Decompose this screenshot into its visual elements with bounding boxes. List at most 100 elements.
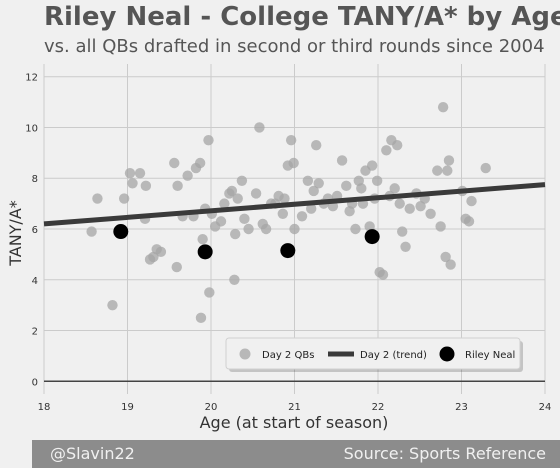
day2-point (285, 134, 297, 146)
day2-point (404, 203, 415, 214)
x-tick-label: 24 (539, 402, 552, 413)
y-tick-label: 2 (32, 327, 38, 338)
y-tick-label: 10 (25, 123, 38, 134)
day2-point (356, 183, 367, 194)
day2-point (289, 223, 300, 235)
day2-point (442, 165, 453, 176)
day2-point (239, 213, 250, 225)
day2-point (350, 223, 361, 235)
day2-point (172, 180, 183, 192)
day2-point (250, 188, 262, 199)
day2-point (364, 221, 375, 232)
day2-point (437, 101, 449, 113)
day2-point (127, 178, 138, 189)
day2-point (236, 175, 248, 186)
day2-point (232, 193, 243, 204)
day2-point (443, 155, 455, 166)
day2-point (466, 195, 477, 207)
day2-point (313, 178, 324, 189)
day2-point (182, 170, 193, 181)
day2-point (260, 223, 272, 235)
day2-point (134, 167, 146, 179)
y-tick-label: 8 (32, 174, 38, 185)
day2-point (366, 160, 378, 171)
day2-point (204, 287, 215, 298)
day2-point (377, 269, 389, 280)
day2-point (230, 228, 241, 240)
day2-point (226, 185, 238, 197)
riley-neal-point (280, 243, 296, 259)
day2-point (219, 198, 230, 209)
y-axis-label: TANY/A* (6, 200, 25, 267)
day2-point (296, 211, 308, 222)
day2-point (194, 157, 206, 169)
day2-point (107, 299, 118, 311)
day2-point (215, 216, 227, 227)
day2-point (341, 180, 352, 192)
legend-label-trend: Day 2 (trend) (360, 350, 427, 361)
chart-title: Riley Neal - College TANY/A* by Age (44, 2, 560, 32)
day2-point (445, 259, 456, 270)
day2-point (480, 162, 491, 174)
day2-point (336, 155, 348, 166)
trend-line-group (43, 182, 546, 227)
day2-point (92, 193, 103, 204)
legend-label-day2-qbs: Day 2 QBs (262, 350, 314, 361)
day2-point (432, 165, 443, 176)
footer-credit: @Slavin22 (50, 444, 135, 463)
day2-point (302, 175, 314, 186)
day2-point (197, 233, 208, 245)
day2-point (389, 183, 400, 194)
day2-point (463, 216, 475, 227)
day2-point (288, 157, 299, 169)
day2-point (279, 193, 290, 204)
x-tick-label: 22 (372, 402, 385, 413)
day2-point (229, 274, 240, 285)
legend-marker-riley-neal (439, 346, 455, 362)
chart-subtitle: vs. all QBs drafted in second or third r… (44, 36, 545, 57)
day2-point (124, 167, 136, 179)
day2-points (86, 101, 491, 324)
x-tick-label: 18 (38, 402, 51, 413)
day2-point (140, 180, 152, 192)
x-tick-label: 23 (455, 402, 468, 413)
y-tick-label: 4 (32, 276, 38, 287)
riley-neal-point (364, 229, 380, 245)
legend-label-riley-neal: Riley Neal (465, 350, 515, 361)
legend-marker-day2-qbs (239, 348, 251, 360)
day2-point (155, 246, 167, 258)
day2-point (400, 241, 411, 252)
riley-neal-point (197, 244, 213, 260)
day2-point (169, 157, 180, 169)
day2-point (311, 140, 322, 151)
day2-point (392, 140, 403, 151)
day2-point (381, 145, 392, 156)
day2-point (171, 261, 182, 273)
day2-point (425, 208, 436, 219)
day2-point (86, 226, 97, 237)
footer-bar: @Slavin22 Source: Sports Reference (32, 440, 560, 468)
day2-point (440, 251, 451, 263)
day2-point (415, 200, 426, 212)
x-tick-label: 19 (121, 402, 134, 413)
legend: Day 2 QBs Day 2 (trend) Riley Neal (225, 337, 523, 372)
riley-neal-point (113, 224, 129, 240)
day2-point (397, 226, 408, 237)
y-tick-label: 0 (32, 377, 38, 388)
riley-neal-points (113, 224, 380, 260)
day2-point (306, 203, 317, 214)
footer-source: Source: Sports Reference (343, 444, 546, 463)
day2-point (254, 122, 265, 133)
day2-point (308, 185, 319, 197)
day2-point (435, 221, 446, 232)
day2-point (371, 175, 383, 186)
x-tick-label: 20 (205, 402, 218, 413)
day2-point (243, 223, 254, 235)
x-tick-label: 21 (288, 402, 301, 413)
day2-point (118, 193, 130, 204)
day2-point (195, 312, 207, 324)
day2-point (203, 134, 214, 146)
x-axis-label: Age (at start of season) (200, 413, 389, 432)
